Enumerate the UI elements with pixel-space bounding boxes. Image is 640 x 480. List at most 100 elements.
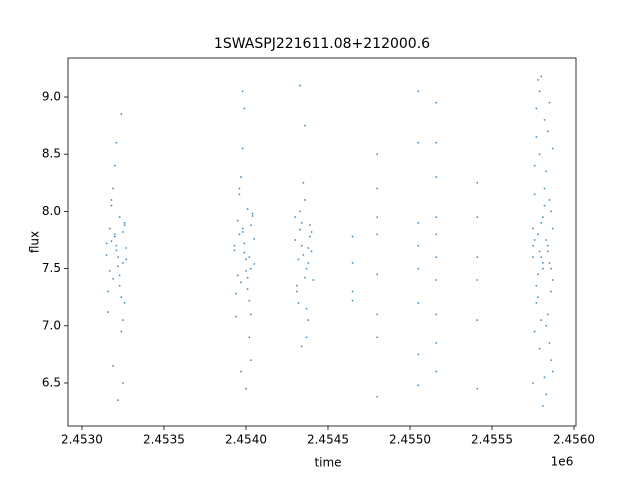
point (110, 204, 113, 207)
point (110, 240, 113, 243)
point (535, 284, 538, 287)
point (295, 290, 298, 293)
x-offset-label: 1e6 (551, 455, 574, 469)
point (545, 170, 548, 173)
point (541, 261, 544, 264)
point (105, 253, 108, 256)
point (297, 258, 300, 261)
point (476, 181, 479, 184)
point (309, 224, 311, 227)
point (435, 279, 438, 281)
point (551, 279, 554, 281)
point (246, 208, 249, 211)
point (545, 324, 548, 327)
point (253, 263, 256, 265)
point (245, 387, 247, 390)
y-tick-label: 8.5 (42, 147, 61, 161)
point (545, 393, 548, 396)
point (417, 141, 420, 144)
x-tick-label: 2.4540 (225, 433, 267, 447)
point (551, 227, 554, 230)
point (253, 237, 256, 240)
point (299, 84, 302, 87)
point (305, 336, 308, 339)
point (550, 290, 552, 293)
point (241, 147, 244, 150)
point (251, 215, 254, 217)
point (435, 216, 438, 219)
point (546, 130, 549, 133)
point (107, 290, 110, 293)
x-tick-label: 2.4560 (553, 433, 595, 447)
y-tick-label: 6.5 (42, 375, 61, 389)
point (294, 239, 297, 241)
point (302, 253, 305, 256)
point (312, 279, 315, 281)
point (351, 235, 354, 238)
point (543, 204, 546, 207)
point (435, 370, 438, 373)
point (246, 276, 249, 279)
point (417, 90, 420, 93)
point (435, 141, 438, 144)
point (533, 330, 536, 333)
point (376, 273, 379, 276)
point (309, 235, 311, 238)
point (546, 250, 549, 253)
point (537, 78, 539, 81)
point (246, 288, 249, 291)
y-tick-label: 7.5 (42, 261, 61, 275)
point (548, 101, 551, 104)
point (538, 90, 541, 93)
point (117, 399, 119, 402)
point (118, 274, 121, 277)
point (543, 187, 546, 190)
point (417, 353, 420, 356)
point (537, 273, 539, 276)
point (550, 267, 552, 270)
point (435, 233, 438, 236)
point (376, 313, 379, 316)
point (551, 147, 554, 150)
point (307, 261, 310, 264)
point (305, 267, 308, 270)
y-tick-label: 7.0 (42, 318, 61, 332)
y-tick-label: 8.0 (42, 204, 61, 218)
plot-frame (67, 57, 577, 427)
point (235, 315, 238, 318)
point (476, 256, 479, 259)
point (233, 249, 236, 252)
point (241, 227, 244, 230)
x-tick-label: 2.4550 (389, 433, 431, 447)
point (543, 118, 546, 121)
point (417, 267, 420, 270)
y-tick-label: 9.0 (42, 90, 61, 104)
point (302, 181, 305, 184)
point (123, 224, 126, 227)
point (123, 302, 126, 304)
point (550, 210, 552, 213)
point (540, 75, 543, 78)
point (435, 176, 438, 178)
point (249, 267, 252, 270)
point (299, 210, 302, 213)
point (115, 141, 118, 144)
point (117, 265, 119, 268)
point (540, 256, 543, 259)
point (240, 370, 242, 373)
point (125, 247, 128, 249)
point (417, 302, 420, 304)
point (535, 136, 538, 138)
point (107, 311, 110, 313)
point (435, 101, 438, 104)
point (532, 227, 534, 230)
point (236, 219, 239, 222)
point (376, 153, 379, 156)
point (112, 187, 115, 190)
point (538, 347, 541, 350)
point (108, 227, 111, 230)
point (125, 258, 128, 261)
point (249, 359, 252, 362)
point (120, 330, 123, 333)
point (540, 319, 543, 321)
